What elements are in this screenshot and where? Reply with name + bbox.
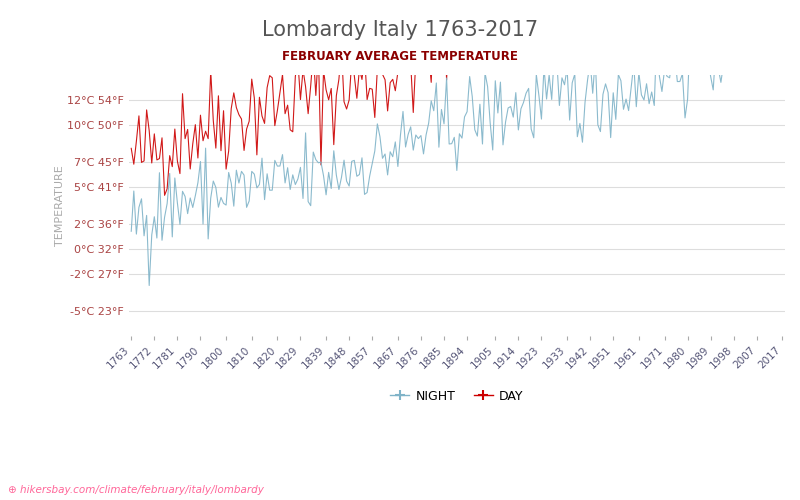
Y-axis label: TEMPERATURE: TEMPERATURE xyxy=(55,165,65,246)
Text: ⊕ hikersbay.com/climate/february/italy/lombardy: ⊕ hikersbay.com/climate/february/italy/l… xyxy=(8,485,264,495)
Legend: NIGHT, DAY: NIGHT, DAY xyxy=(386,384,529,407)
Text: FEBRUARY AVERAGE TEMPERATURE: FEBRUARY AVERAGE TEMPERATURE xyxy=(282,50,518,63)
Text: Lombardy Italy 1763-2017: Lombardy Italy 1763-2017 xyxy=(262,20,538,40)
